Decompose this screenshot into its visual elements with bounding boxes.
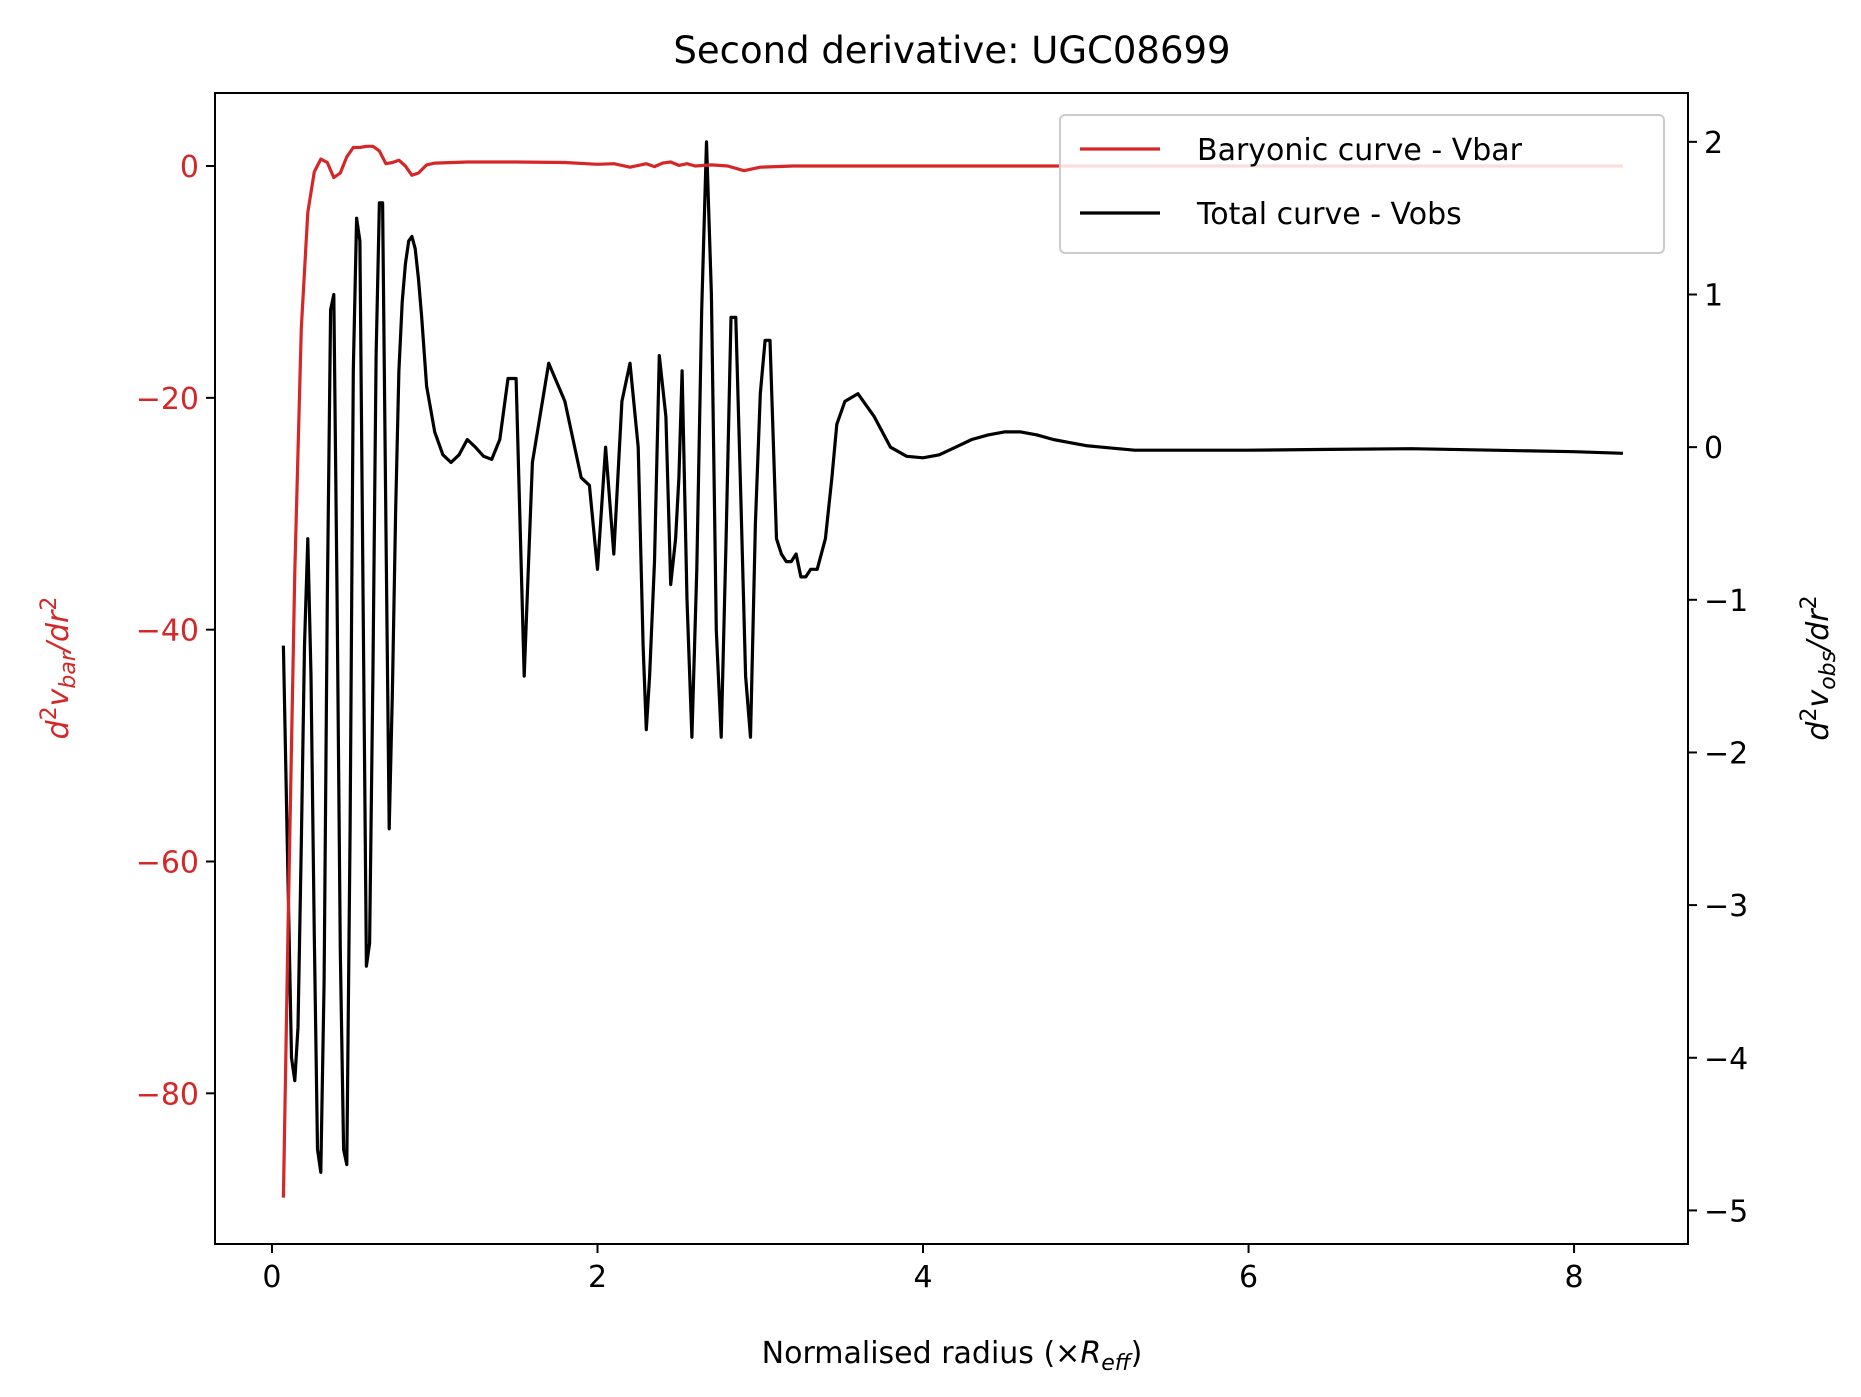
y-right-tick-label: 0 [1704,431,1723,466]
series-line-baryonic-vbar [281,144,1623,1198]
y-right-tick-label: −2 [1704,736,1748,771]
y-left-tick-label: −20 [136,382,199,417]
x-tick-label: 8 [1565,1260,1584,1295]
x-axis: 0 2 4 6 8 [262,1244,1584,1295]
y-left-tick-label: −60 [136,845,199,880]
x-tick-label: 4 [913,1260,932,1295]
x-tick-label: 2 [588,1260,607,1295]
y-left-tick-label: 0 [180,150,199,185]
y-right-tick-label: 2 [1704,126,1723,161]
legend: Baryonic curve - Vbar Total curve - Vobs [1059,114,1665,254]
y-right-tick-label: −4 [1704,1042,1748,1077]
legend-label-total: Total curve - Vobs [1196,197,1462,232]
chart-title: Second derivative: UGC08699 [673,29,1230,72]
y-right-tick-label: −5 [1704,1194,1748,1229]
y-right-tick-label: −1 [1704,584,1748,619]
y-left-tick-label: −80 [136,1077,199,1112]
legend-label-baryonic: Baryonic curve - Vbar [1197,133,1523,168]
y-right-tick-label: −3 [1704,889,1748,924]
plot-frame [214,92,1689,1245]
x-tick-label: 6 [1239,1260,1258,1295]
legend-box [1059,114,1665,254]
series-line-total-vobs [281,140,1623,1174]
y-axis-left: 0 −20 −40 −60 −80 [136,150,215,1112]
y-axis-right: 2 1 0 −1 −2 −3 −4 −5 [1688,126,1748,1229]
x-tick-label: 0 [262,1260,281,1295]
y-axis-right-label: d2vobs/dr2 [1797,595,1841,740]
y-right-tick-label: 1 [1704,279,1723,314]
x-axis-label: Normalised radius (×Reff) [762,1336,1143,1376]
y-axis-left-label: d2vbar/dr2 [37,597,81,740]
y-left-tick-label: −40 [136,614,199,649]
